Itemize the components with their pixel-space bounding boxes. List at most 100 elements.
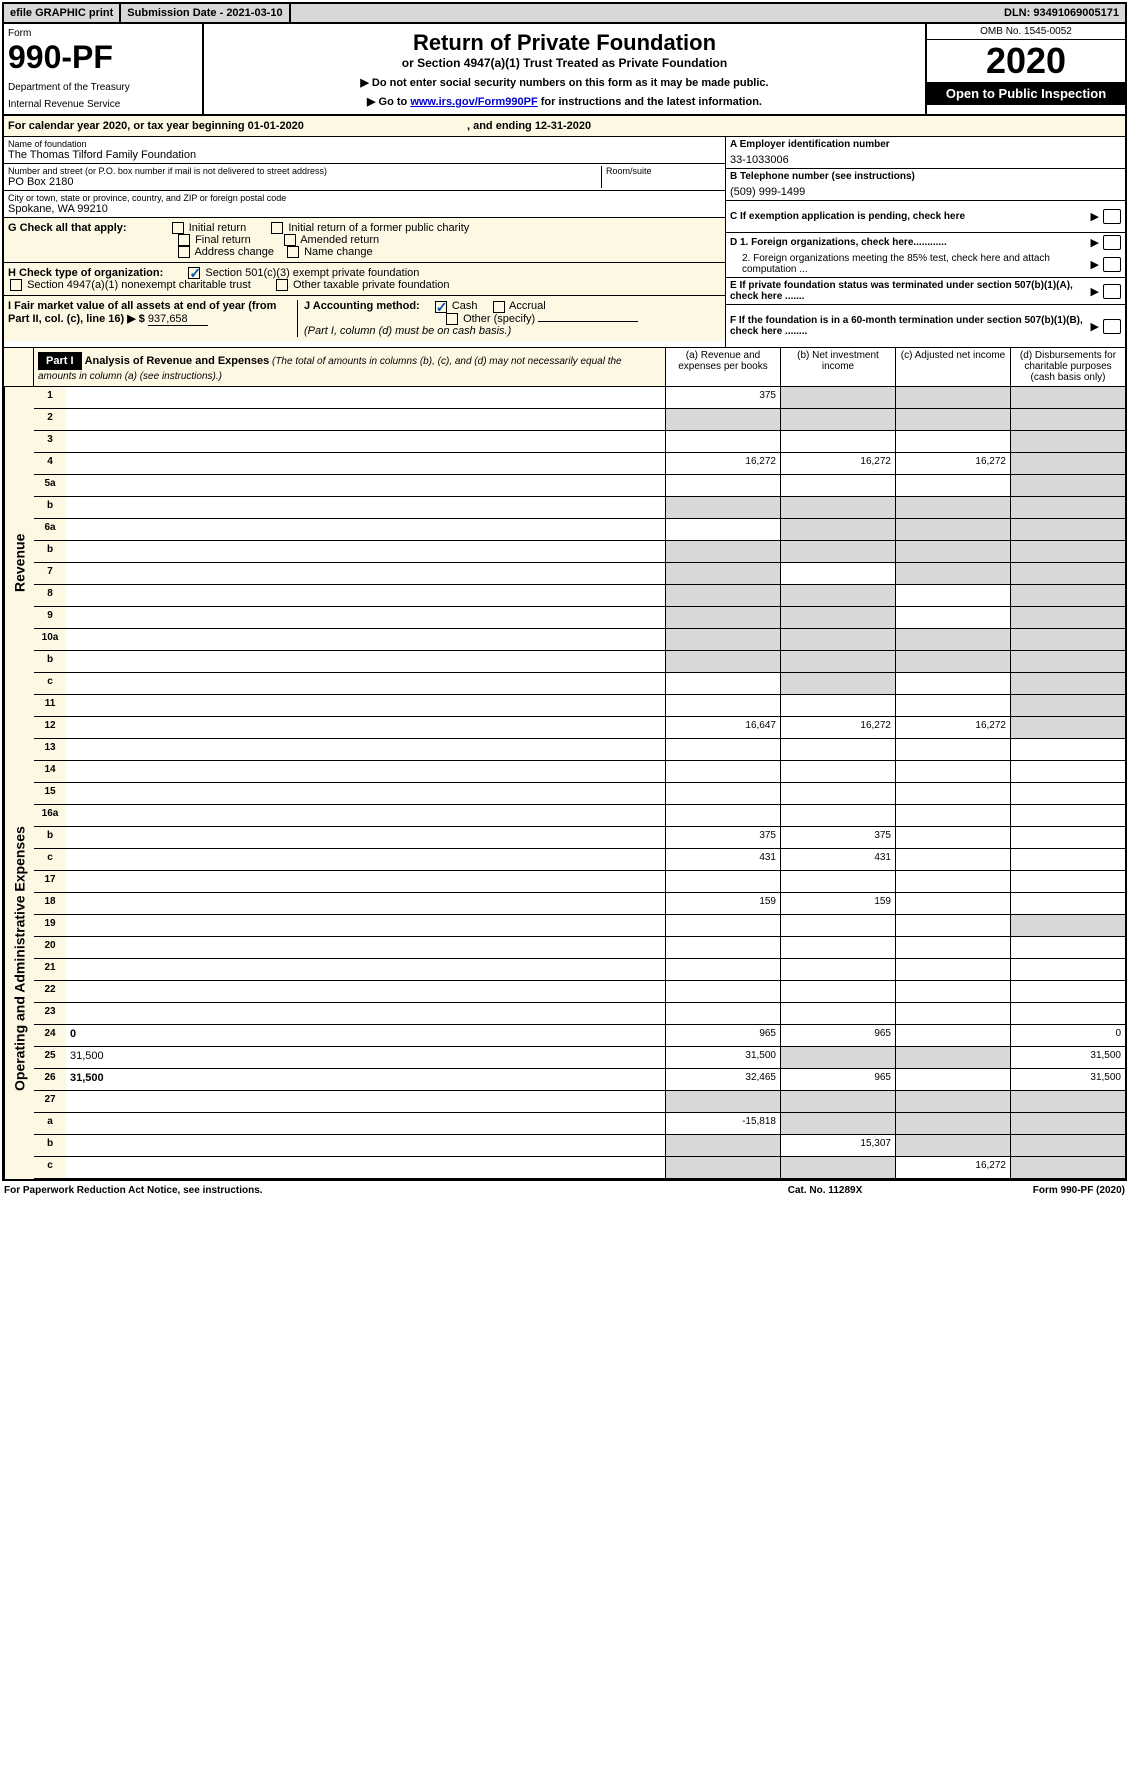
- dln-label: DLN: 93491069005171: [998, 4, 1125, 22]
- line-description: 0: [66, 1025, 665, 1046]
- cell-col-c: [895, 695, 1010, 716]
- revenue-body: 137523416,27216,27216,2725ab6ab78910abc1…: [34, 387, 1125, 739]
- table-row: 21: [34, 959, 1125, 981]
- cell-col-d: [1010, 1135, 1125, 1156]
- cell-col-b: [780, 673, 895, 694]
- cell-col-d: [1010, 475, 1125, 496]
- line-description: [66, 1157, 665, 1178]
- cell-col-c: [895, 959, 1010, 980]
- chk-final[interactable]: [178, 234, 190, 246]
- cal-year-text: For calendar year 2020, or tax year begi…: [8, 120, 304, 132]
- chk-501c3[interactable]: [188, 267, 200, 279]
- table-row: 14: [34, 761, 1125, 783]
- line-description: [66, 805, 665, 826]
- cell-col-b: [780, 475, 895, 496]
- cell-col-c: [895, 937, 1010, 958]
- opt-501c3: Section 501(c)(3) exempt private foundat…: [205, 267, 419, 279]
- cell-col-b: [780, 1047, 895, 1068]
- cell-col-a: -15,818: [665, 1113, 780, 1134]
- cell-col-a: [665, 563, 780, 584]
- spacer: [291, 4, 998, 22]
- col-a-header: (a) Revenue and expenses per books: [665, 348, 780, 386]
- cell-col-c: [895, 519, 1010, 540]
- chk-name-change[interactable]: [287, 246, 299, 258]
- cell-col-a: [665, 585, 780, 606]
- chk-other-acct[interactable]: [446, 313, 458, 325]
- arrow-icon: ▶: [1091, 210, 1099, 223]
- footer-mid: Cat. No. 11289X: [725, 1185, 925, 1196]
- chk-addr-change[interactable]: [178, 246, 190, 258]
- irs-link[interactable]: www.irs.gov/Form990PF: [410, 96, 537, 108]
- cell-col-a: [665, 629, 780, 650]
- cell-col-c: [895, 607, 1010, 628]
- cell-col-d: [1010, 1157, 1125, 1178]
- name-label: Name of foundation: [8, 139, 721, 149]
- cell-col-d: [1010, 519, 1125, 540]
- info-right: A Employer identification number 33-1033…: [725, 137, 1125, 347]
- chk-cash[interactable]: [435, 301, 447, 313]
- cell-col-b: [780, 651, 895, 672]
- cell-col-b: [780, 409, 895, 430]
- cell-col-a: [665, 1091, 780, 1112]
- col-c-header: (c) Adjusted net income: [895, 348, 1010, 386]
- line-number: b: [34, 827, 66, 848]
- phone-label: B Telephone number (see instructions): [730, 171, 1121, 182]
- table-row: 2531,50031,50031,500: [34, 1047, 1125, 1069]
- chk-e[interactable]: [1103, 284, 1121, 299]
- cell-col-b: 16,272: [780, 453, 895, 474]
- chk-c[interactable]: [1103, 209, 1121, 224]
- foundation-name: The Thomas Tilford Family Foundation: [8, 149, 721, 161]
- chk-f[interactable]: [1103, 319, 1121, 334]
- form-container: efile GRAPHIC print Submission Date - 20…: [2, 2, 1127, 1181]
- table-row: c16,272: [34, 1157, 1125, 1179]
- cell-col-b: [780, 783, 895, 804]
- ij-row: I Fair market value of all assets at end…: [4, 296, 725, 340]
- opt-final: Final return: [195, 234, 251, 246]
- expenses-side-label: Operating and Administrative Expenses: [4, 739, 34, 1179]
- line-description: [66, 409, 665, 430]
- table-row: 22: [34, 981, 1125, 1003]
- cell-col-d: [1010, 387, 1125, 408]
- table-row: c: [34, 673, 1125, 695]
- table-row: 13: [34, 739, 1125, 761]
- chk-amended[interactable]: [284, 234, 296, 246]
- cell-col-c: [895, 761, 1010, 782]
- line-description: [66, 871, 665, 892]
- cell-col-d: [1010, 981, 1125, 1002]
- cell-col-c: 16,272: [895, 453, 1010, 474]
- cell-col-b: [780, 937, 895, 958]
- chk-initial[interactable]: [172, 222, 184, 234]
- chk-4947[interactable]: [10, 279, 22, 291]
- cell-col-a: [665, 1157, 780, 1178]
- cell-col-b: [780, 387, 895, 408]
- line-number: c: [34, 673, 66, 694]
- line-description: [66, 1135, 665, 1156]
- cell-col-a: 16,272: [665, 453, 780, 474]
- cell-col-b: [780, 519, 895, 540]
- table-row: 17: [34, 871, 1125, 893]
- room-label: Room/suite: [606, 166, 721, 176]
- chk-d1[interactable]: [1103, 235, 1121, 250]
- table-row: 6a: [34, 519, 1125, 541]
- chk-other-tax[interactable]: [276, 279, 288, 291]
- phone-cell: B Telephone number (see instructions) (5…: [726, 169, 1125, 201]
- line-number: 21: [34, 959, 66, 980]
- cell-col-c: [895, 1069, 1010, 1090]
- cell-col-d: [1010, 761, 1125, 782]
- table-row: b375375: [34, 827, 1125, 849]
- cell-col-c: [895, 915, 1010, 936]
- cell-col-b: [780, 1113, 895, 1134]
- line-description: [66, 1003, 665, 1024]
- city-label: City or town, state or province, country…: [8, 193, 721, 203]
- line-number: 16a: [34, 805, 66, 826]
- cell-col-c: [895, 1091, 1010, 1112]
- ein-cell: A Employer identification number 33-1033…: [726, 137, 1125, 169]
- note-ssn: ▶ Do not enter social security numbers o…: [210, 76, 919, 89]
- chk-d2[interactable]: [1103, 257, 1121, 272]
- chk-initial-former[interactable]: [271, 222, 283, 234]
- line-number: 25: [34, 1047, 66, 1068]
- efile-label: efile GRAPHIC print: [4, 4, 121, 22]
- chk-accrual[interactable]: [493, 301, 505, 313]
- note-goto: ▶ Go to www.irs.gov/Form990PF for instru…: [210, 95, 919, 108]
- header-left: Form 990-PF Department of the Treasury I…: [4, 24, 204, 114]
